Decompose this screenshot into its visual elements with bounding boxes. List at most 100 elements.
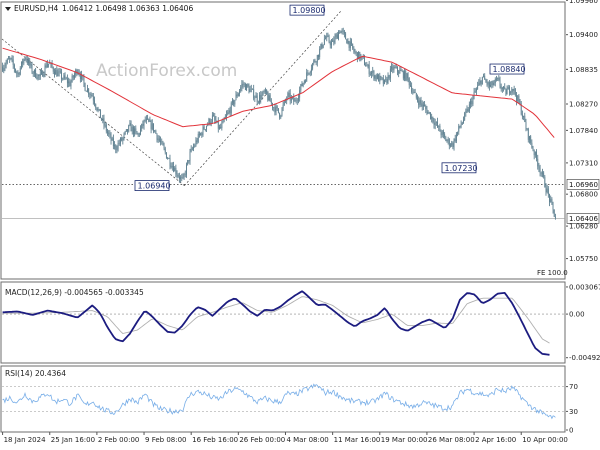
price-tick-label: 1.07840 [569,127,598,135]
candle-body [215,120,217,123]
candle-body [8,59,9,60]
candle-body [255,95,257,98]
annotation-label: 1.08840 [493,65,526,74]
candle-body [207,124,209,126]
candle-body [46,63,48,68]
candle-body [340,30,342,34]
candle-body [321,43,323,48]
candle-body [273,107,275,108]
candle-body [305,80,306,82]
macd-tick-label: 0.003067 [569,283,600,291]
candle-body [10,58,12,59]
candle-body [52,67,54,72]
candle-body [467,109,469,112]
candle-body [367,64,369,66]
candle-body [505,88,507,95]
candle-body [433,121,435,125]
candle-body [18,73,20,75]
candle-body [32,72,34,74]
candle-body [61,71,62,79]
candle-body [417,97,418,101]
candle-body [303,80,305,83]
candle-body [268,95,270,101]
candle-body [107,131,108,133]
rsi-title: RSI(14) 20.4364 [5,369,66,378]
price-tick-label: 1.09960 [569,0,598,5]
candle-body [9,58,11,60]
candle-body [507,87,509,90]
candle-body [275,106,277,113]
candle-body [518,95,520,103]
candle-body [194,145,196,147]
candle-body [148,119,150,122]
candle-body [382,78,384,84]
candle-body [79,74,81,80]
candle-body [302,82,304,87]
candle-body [327,35,329,37]
candle-body [448,139,450,146]
candle-body [68,81,70,84]
candle-body [101,118,103,120]
candle-body [123,133,125,138]
candle-body [375,75,377,79]
candle-body [368,64,370,75]
candle-body [395,66,397,68]
candle-body [378,74,380,82]
candle-body [444,134,446,138]
candle-body [475,88,477,92]
candle-body [488,82,490,87]
candle-body [279,112,281,118]
candle-body [230,102,232,114]
candle-body [266,89,268,95]
candle-body [83,77,85,84]
candle-body [226,114,227,118]
candle-body [295,100,297,102]
candle-body [118,143,120,144]
time-tick-label: 19 Mar 00:00 [381,436,428,444]
candle-body [283,100,285,105]
ohlc-label: 1.06412 1.06498 1.06363 1.06406 [62,4,193,13]
candle-body [464,112,466,120]
candle-body [135,128,137,132]
time-tick-label: 9 Feb 08:00 [145,436,186,444]
candle-body [2,66,4,71]
candle-body [405,71,407,81]
time-tick-label: 4 Mar 08:00 [286,436,328,444]
candle-body [15,69,17,72]
candle-body [164,148,166,153]
candle-body [393,67,395,71]
candle-body [550,199,552,202]
candle-body [140,128,141,135]
candle-body [336,34,338,39]
candle-body [234,100,236,105]
price-tick-label: 1.07310 [569,159,598,167]
candle-body [76,70,78,74]
candle-body [144,119,146,121]
candle-body [253,89,255,99]
candle-body [332,40,334,42]
price-tick-label: 1.09400 [569,31,598,39]
candle-body [490,85,492,87]
candle-body [72,75,74,78]
candle-body [71,75,73,82]
candle-body [314,60,316,62]
candle-body [511,88,513,93]
time-tick-label: 26 Feb 00:00 [239,436,285,444]
candle-body [257,101,259,103]
candle-body [319,49,321,58]
candle-body [498,77,500,81]
candle-body [121,138,123,141]
candle-body [450,145,451,147]
candle-body [445,137,447,142]
candle-body [335,34,337,37]
candle-body [412,91,414,93]
candle-body [81,74,83,80]
candle-body [269,95,271,102]
candle-body [65,78,67,80]
candle-body [160,140,161,143]
candle-body [463,119,464,123]
candle-body [130,123,132,132]
candle-body [552,202,554,210]
candle-body [297,97,299,101]
